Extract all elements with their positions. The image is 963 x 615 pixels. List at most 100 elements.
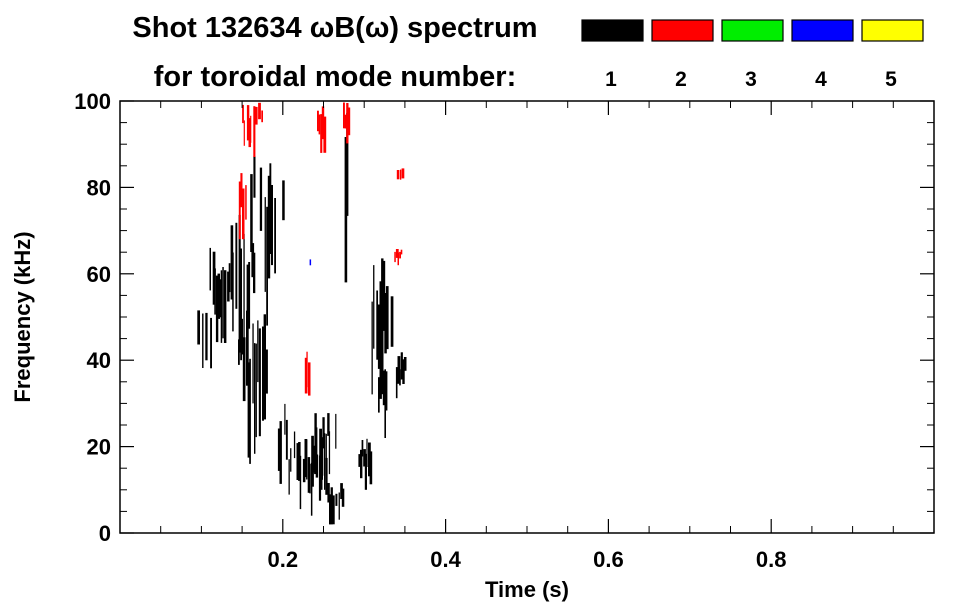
spectrum-streak [242,188,245,240]
spectrum-region-mode-1 [319,483,345,525]
spectrum-streak [262,326,264,421]
spectrum-streak [364,453,367,490]
spectrum-streak [279,421,282,484]
spectrum-streak [378,377,380,413]
legend-label-1: 1 [605,68,617,91]
spectrum-streak [335,493,338,506]
spectrum-streak [310,462,313,516]
spectrum-streak [232,252,234,332]
spectrum-streak [254,343,256,454]
spectrum-streak [361,440,364,457]
spectrum-streak [318,114,321,135]
spectrum-streak [253,252,256,294]
spectrum-streak [306,351,308,388]
spectrum-streak [366,438,368,467]
spectrum-streak [386,371,388,411]
spectrum-streak [381,258,384,395]
spectrum-streak [358,454,361,467]
spectrum-region-mode-1 [358,438,373,490]
spectrum-streak [235,222,238,309]
x-tick-label: 0.8 [756,547,787,572]
spectrum-streak [340,483,343,499]
spectrum-streak [395,249,399,258]
spectrum-streak [397,252,399,266]
spectrum-region-mode-1 [197,310,212,369]
spectrum-streak [263,314,266,420]
spectrum-region-mode-2 [394,249,403,266]
x-tick-label: 0.2 [268,547,299,572]
spectrum-region-mode-2 [238,173,247,240]
spectrum-streak [323,116,327,153]
spectrum-streak [254,106,258,125]
spectrum-streak [382,260,386,331]
spectrum-streak [246,264,249,333]
spectrum-streak [238,181,241,240]
spectrum-streak [246,310,249,386]
spectrum-streak [314,413,317,470]
spectrum-region-mode-2 [343,102,351,144]
spectrum-streak [258,328,261,437]
spectrum-streak [360,449,363,479]
spectrum-streak [385,286,389,350]
spectrum-region-mode-1 [378,369,388,438]
legend-swatch-4 [791,19,854,42]
spectrum-streak [222,267,224,339]
spectrum-streak [344,114,347,129]
spectrum-streak [379,281,382,399]
spectrum-streak [246,105,250,141]
spectrum-streak [293,431,296,459]
legend-swatch-2 [651,19,714,42]
spectrum-streak [369,451,373,485]
spectrum-streak [242,337,246,402]
spectrum-streak [322,417,325,449]
spectrum-streak [240,248,242,361]
spectrum-streak [212,251,216,305]
spectrum-region-mode-1 [209,247,231,343]
spectrum-streak [343,102,345,129]
spectrum-streak [399,251,401,259]
spectrum-streak [321,106,325,140]
spectrum-streak [227,271,230,302]
chart-title: Shot 132634 ωB(ω) spectrum [132,12,537,44]
spectrum-streak [335,413,337,449]
y-tick-label: 60 [87,262,111,287]
spectrum-streak [317,110,319,132]
y-tick-label: 40 [87,348,111,373]
x-axis-title: Time (s) [485,577,569,602]
spectrum-streak [325,457,328,495]
spectrum-streak [327,483,330,503]
spectrum-streak [400,352,403,380]
spectrum-heatmap [197,102,407,525]
spectrum-streak [290,448,292,472]
spectrum-streak [309,259,312,266]
spectrum-streak [247,362,250,458]
spectrum-streak [258,102,261,120]
spectrum-streak [400,249,403,255]
legend-swatch-5 [861,19,924,42]
spectrum-streak [316,427,318,466]
spectrum-streak [197,310,200,345]
spectrum-streak [259,167,263,231]
spectrum-streak [209,247,211,291]
spectrum-streak [346,103,349,144]
spectrum-streak [243,233,245,361]
spectrum-streak [288,459,290,495]
spectrum-streak [228,263,231,293]
y-tick-label: 80 [87,175,111,200]
x-tick-label: 0.4 [430,547,461,572]
spectrum-streak [238,214,241,353]
spectrum-streak [248,262,251,329]
y-tick-label: 0 [99,521,111,546]
spectrum-region-mode-1 [238,310,268,464]
spectrum-streak [217,273,220,319]
spectrum-streak [327,413,330,436]
spectrum-streak [338,492,340,520]
spectrum-streak [319,489,321,500]
spectrum-streak [377,304,381,369]
spectrum-streak [202,313,204,368]
spectrum-streak [220,270,223,343]
spectrum-streak [341,488,345,507]
spectrum-streak [304,357,308,394]
spectrum-streak [214,268,216,315]
